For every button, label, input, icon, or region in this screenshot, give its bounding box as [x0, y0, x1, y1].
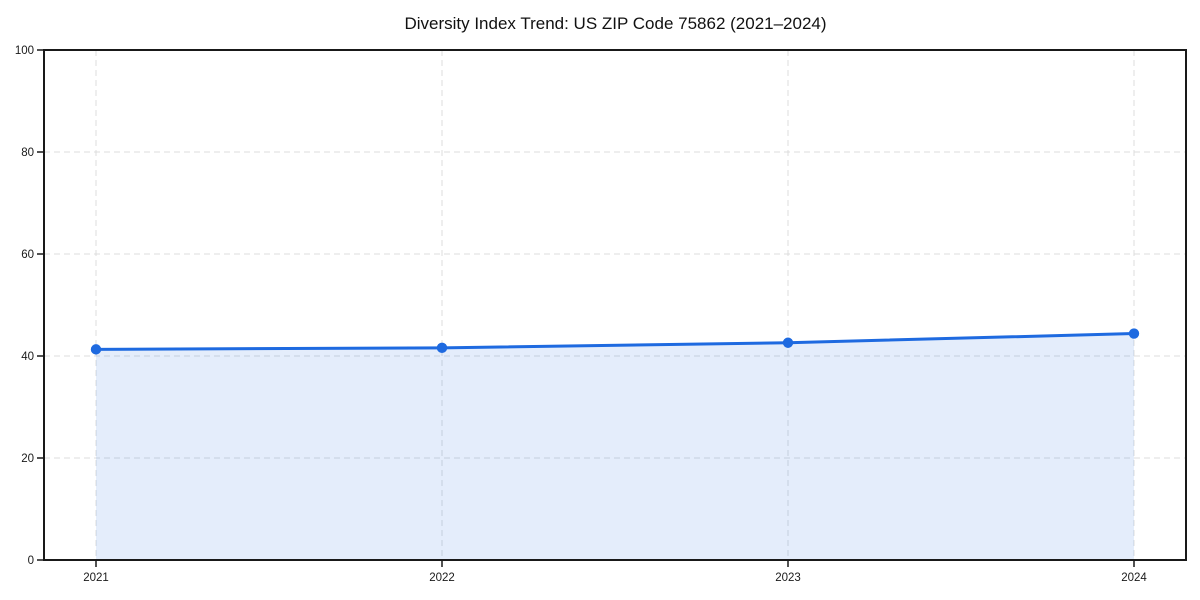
- y-tick-label: 100: [15, 45, 34, 57]
- data-point-2021: [90, 344, 102, 355]
- y-tick-label: 40: [21, 351, 34, 363]
- y-tick-label: 60: [21, 249, 34, 261]
- x-tick-label: 2021: [83, 572, 109, 584]
- chart-title: Diversity Index Trend: US ZIP Code 75862…: [404, 14, 827, 33]
- data-point-2022: [436, 342, 448, 354]
- trend-line: [94, 332, 1136, 351]
- y-tick-label: 0: [28, 555, 34, 567]
- data-point-2024: [1128, 328, 1140, 339]
- y-tick-label: 20: [21, 453, 34, 465]
- plot-spines: [43, 49, 1187, 561]
- x-tick-label: 2023: [775, 572, 801, 584]
- x-tick-label: 2022: [429, 572, 455, 584]
- data-point-2023: [782, 337, 794, 348]
- area-fill: [96, 333, 1134, 560]
- y-tick-label: 80: [21, 147, 34, 159]
- x-tick-label: 2024: [1121, 572, 1147, 584]
